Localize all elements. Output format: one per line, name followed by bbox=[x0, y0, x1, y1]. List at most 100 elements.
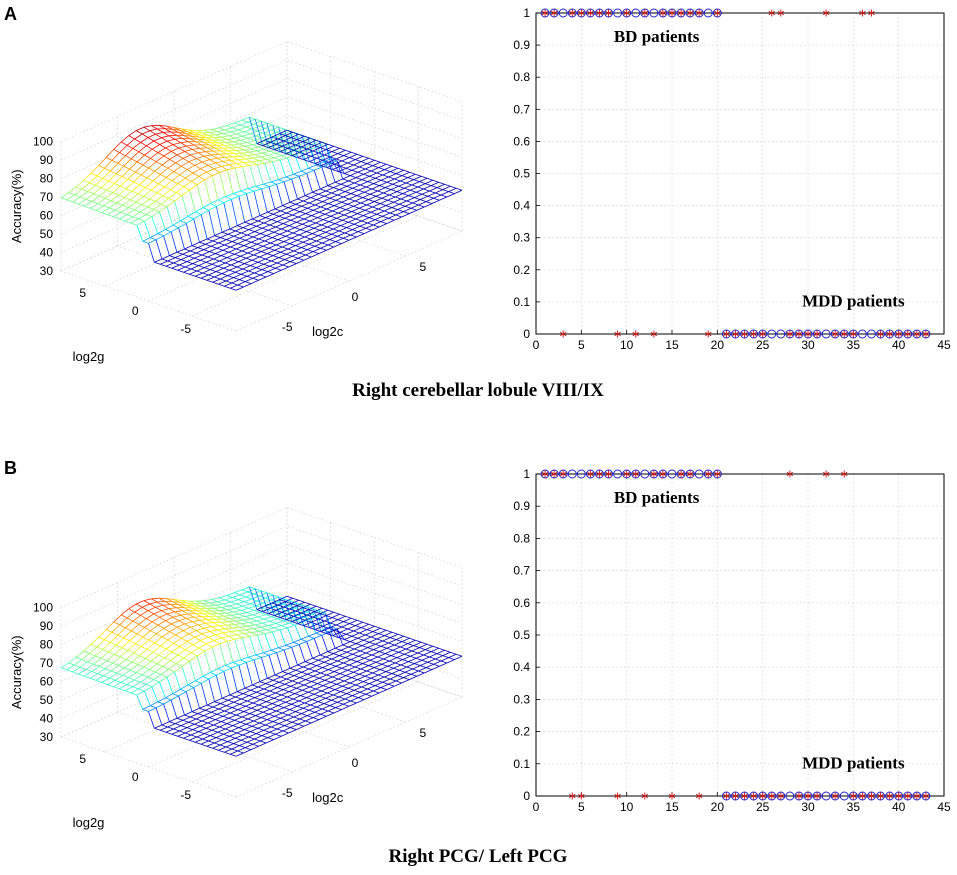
surface-mesh-line bbox=[251, 632, 258, 636]
surface-mesh-line bbox=[242, 265, 251, 270]
surface-mesh-line bbox=[303, 215, 312, 220]
surface-mesh-line bbox=[358, 655, 365, 659]
true-label-point bbox=[694, 8, 704, 18]
surface-mesh-line bbox=[233, 624, 241, 628]
surface-mesh-line bbox=[137, 658, 146, 665]
surface-mesh-line bbox=[150, 237, 157, 241]
surface-mesh-line bbox=[231, 241, 239, 244]
surface-mesh-line bbox=[132, 142, 141, 149]
surface-mesh-line bbox=[168, 135, 175, 140]
surface-mesh-line bbox=[171, 733, 178, 737]
surface-mesh-line bbox=[341, 623, 350, 628]
surface-mesh-line bbox=[303, 684, 311, 688]
surface-mesh-line bbox=[170, 227, 179, 233]
surface-mesh-line bbox=[293, 713, 302, 718]
surface-mesh-line bbox=[156, 663, 163, 667]
surface-mesh-line bbox=[230, 712, 237, 716]
surface-mesh-line bbox=[314, 634, 322, 639]
surface-mesh-line bbox=[296, 135, 305, 140]
surface-mesh-line bbox=[390, 655, 398, 658]
true-label-point bbox=[676, 469, 686, 479]
y-tick-label: 0.4 bbox=[513, 660, 530, 674]
surface-mesh-line bbox=[211, 625, 220, 627]
predicted-point bbox=[686, 470, 694, 478]
surface-mesh-line bbox=[277, 235, 286, 240]
surface-mesh-line bbox=[276, 710, 283, 714]
surface-mesh-line bbox=[248, 691, 257, 696]
surface-mesh-line bbox=[298, 216, 305, 220]
y-tick-label: 0.8 bbox=[513, 70, 530, 84]
surface-mesh-line bbox=[87, 655, 96, 663]
surface-mesh-line bbox=[197, 247, 204, 250]
surface-mesh-line bbox=[380, 642, 389, 647]
surface-mesh-line bbox=[183, 657, 190, 662]
true-label-point bbox=[803, 329, 813, 339]
surface-mesh-line bbox=[385, 187, 392, 190]
surface-mesh-line bbox=[240, 255, 247, 259]
true-label-point bbox=[730, 791, 740, 801]
surface-mesh-line bbox=[143, 125, 152, 128]
surface-mesh-line bbox=[174, 138, 181, 143]
surface-mesh-line bbox=[369, 172, 378, 177]
surface-mesh-line bbox=[327, 692, 334, 696]
surface-mesh-line bbox=[218, 749, 225, 753]
surface-mesh-line bbox=[271, 726, 278, 730]
surface-mesh-line bbox=[122, 675, 129, 679]
surface-mesh-line bbox=[156, 633, 163, 638]
surface-mesh-line bbox=[285, 232, 294, 237]
surface-mesh-line bbox=[170, 695, 179, 701]
surface-mesh-line bbox=[97, 198, 106, 204]
surface-mesh-line bbox=[183, 737, 190, 741]
surface-mesh-line bbox=[391, 673, 398, 676]
surface-mesh-line bbox=[122, 669, 131, 676]
surface-mesh-line bbox=[246, 738, 255, 743]
surface-mesh-line bbox=[250, 727, 259, 732]
surface-mesh-line bbox=[175, 186, 184, 193]
surface-mesh-line bbox=[388, 680, 397, 685]
surface-mesh-line bbox=[197, 713, 204, 716]
surface-mesh-line bbox=[274, 249, 281, 253]
surface-mesh-line bbox=[270, 705, 279, 710]
surface-mesh-line bbox=[156, 628, 165, 635]
surface-mesh-line bbox=[358, 693, 366, 698]
surface-mesh-line bbox=[234, 637, 243, 640]
surface-mesh-line bbox=[433, 663, 440, 667]
surface-mesh-line bbox=[349, 157, 356, 160]
surface-mesh-line bbox=[194, 636, 201, 641]
surface-mesh-line bbox=[268, 153, 276, 156]
surface-mesh-line bbox=[237, 243, 244, 246]
surface-mesh-line bbox=[375, 661, 382, 665]
asterisk-stroke bbox=[850, 793, 857, 799]
surface-mesh-line bbox=[320, 627, 329, 632]
x-tick-label: 35 bbox=[847, 338, 861, 352]
surface-mesh-line bbox=[297, 153, 306, 158]
surface-mesh-line bbox=[286, 129, 293, 133]
surface-mesh-line bbox=[95, 178, 104, 186]
surface-mesh-line bbox=[147, 606, 156, 611]
surface-mesh-line bbox=[343, 211, 352, 216]
surface-mesh-line bbox=[231, 195, 240, 200]
surface-mesh-line bbox=[116, 667, 125, 674]
surface-mesh-line bbox=[360, 184, 367, 188]
surface-mesh-line bbox=[338, 227, 347, 232]
surface-mesh-line bbox=[301, 713, 308, 716]
surface-mesh-line bbox=[327, 181, 336, 186]
surface-mesh-line bbox=[253, 593, 260, 597]
surface-mesh-line bbox=[318, 656, 327, 661]
surface-mesh-line bbox=[332, 169, 339, 172]
surface-mesh-line bbox=[229, 691, 238, 696]
surface-mesh-line bbox=[287, 610, 296, 615]
surface-mesh-line bbox=[190, 247, 198, 252]
surface-mesh-line bbox=[161, 164, 169, 169]
surface-mesh-line bbox=[304, 702, 311, 706]
surface-mesh-line bbox=[257, 258, 266, 263]
surface-mesh-line bbox=[345, 209, 352, 212]
surface-mesh-line bbox=[272, 255, 279, 258]
surface-mesh-line bbox=[302, 603, 311, 608]
surface-mesh-line bbox=[296, 687, 303, 691]
surface-mesh-line bbox=[333, 225, 341, 230]
surface-mesh-line bbox=[205, 261, 213, 265]
surface-mesh-line bbox=[215, 267, 224, 272]
surface-mesh-line bbox=[255, 118, 262, 122]
surface-mesh-line bbox=[375, 177, 382, 181]
